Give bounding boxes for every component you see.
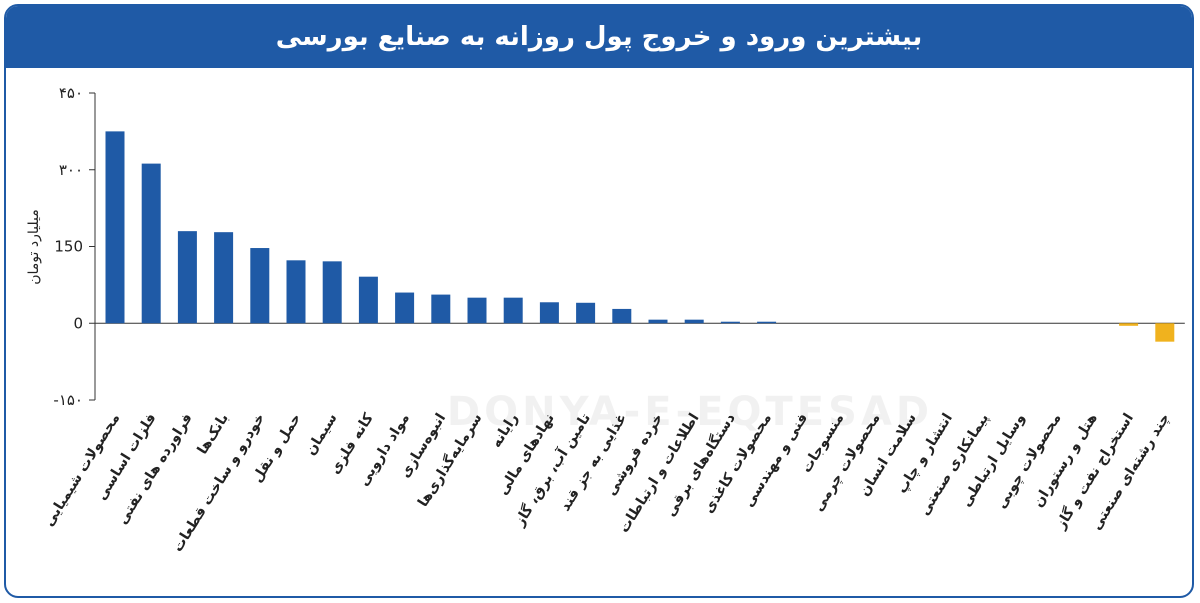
bar [286,260,306,324]
y-tick-label: -۱۵۰ [53,391,83,409]
bar [539,302,559,324]
y-tick-label: 0 [73,314,83,332]
bar [757,321,777,324]
bar [612,308,632,324]
y-tick-label: ۴۵۰ [59,84,83,102]
bar [648,319,668,324]
y-tick-label: 150 [54,238,83,256]
axis-group: ۴۵۰ ۳۰۰ 150 0 -۱۵۰ [53,84,1185,409]
bar [214,232,234,324]
bar [177,231,197,324]
bar [576,302,596,324]
title-bar: بیشترین ورود و خروج پول روزانه به صنایع … [6,6,1192,68]
bar [467,297,487,324]
x-tick-label: بانک‌ها [195,411,232,458]
x-tick-label: محصولات چوبی [993,411,1064,512]
bar [141,163,161,324]
x-tick-label: سیمان [303,411,341,459]
bar [358,276,378,324]
bar [720,321,740,324]
bars-group [105,131,1175,342]
watermark: DONYA-E-EQTESAD [447,389,933,435]
chart-title: بیشترین ورود و خروج پول روزانه به صنایع … [275,22,923,52]
bar [105,131,125,324]
bar [684,319,704,324]
chart-frame: بیشترین ورود و خروج پول روزانه به صنایع … [4,4,1194,598]
bar [1155,323,1175,342]
bar [431,294,451,324]
y-axis-label: میلیارد تومان [26,209,42,284]
bar [503,297,523,324]
bar [250,248,270,324]
bar [322,261,342,324]
bar [395,292,415,324]
y-tick-label: ۳۰۰ [59,161,83,179]
bar [1119,323,1139,326]
